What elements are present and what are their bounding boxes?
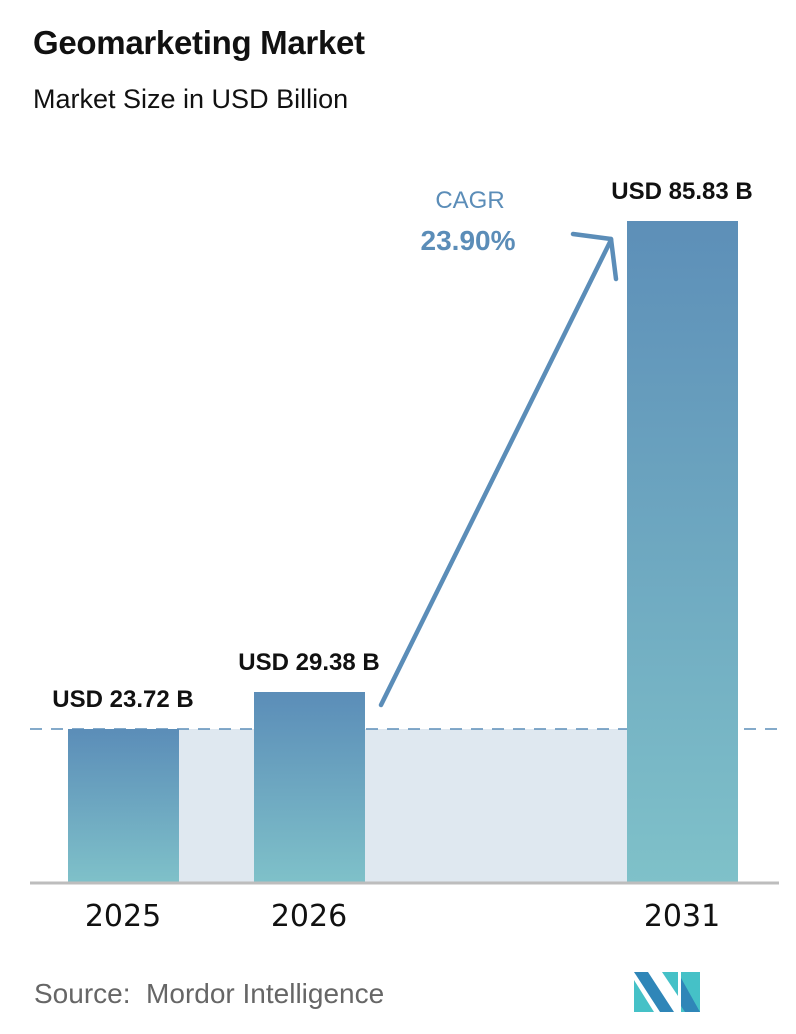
cagr-label: CAGR	[435, 187, 504, 214]
bar-2031	[627, 221, 738, 883]
source-text: Source: Mordor Intelligence	[34, 978, 385, 1009]
cagr-value: 23.90%	[421, 225, 516, 256]
x-tick-2025: 2025	[85, 899, 161, 934]
chart-subtitle: Market Size in USD Billion	[33, 84, 349, 114]
value-label-2031: USD 85.83 B	[611, 178, 752, 205]
value-label-2026: USD 29.38 B	[238, 649, 379, 676]
x-tick-2026: 2026	[271, 899, 347, 934]
bar-2025	[68, 729, 179, 883]
mordor-intelligence-logo-icon	[634, 972, 700, 1012]
chart-title: Geomarketing Market	[33, 24, 365, 61]
cagr-arrow-icon	[378, 231, 619, 708]
baseline-fill-band	[179, 729, 627, 883]
bar-2026	[254, 692, 365, 883]
x-tick-2031: 2031	[644, 899, 720, 934]
value-label-2025: USD 23.72 B	[52, 686, 193, 713]
